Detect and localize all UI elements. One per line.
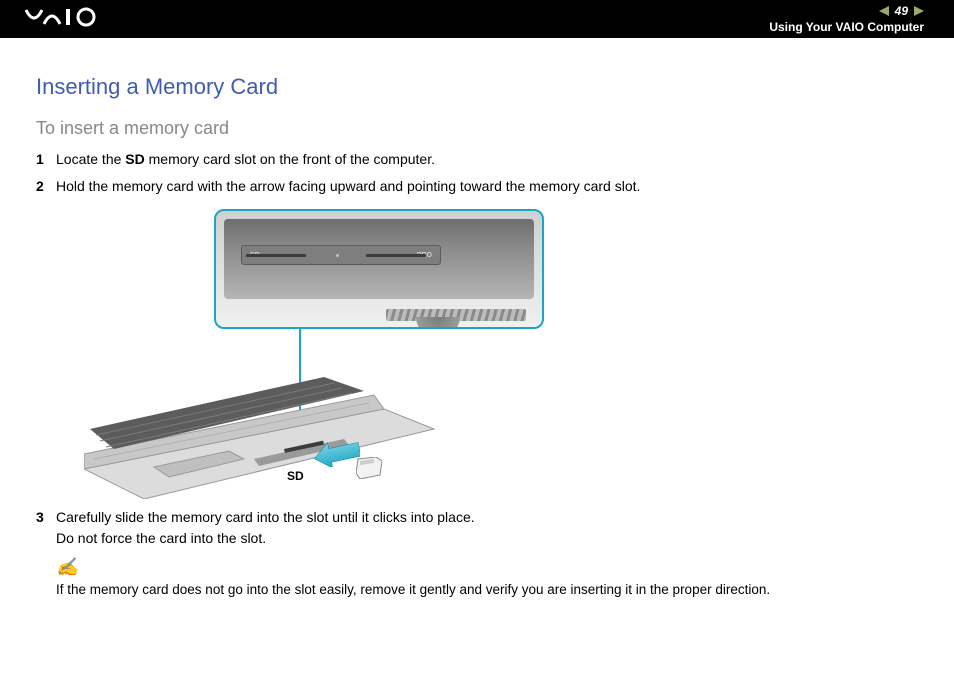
note-text: If the memory card does not go into the … xyxy=(56,580,918,600)
sd-slot-icon xyxy=(246,254,306,257)
page-nav: 49 xyxy=(879,4,924,18)
step-item: 3 Carefully slide the memory card into t… xyxy=(36,507,918,549)
step-number: 3 xyxy=(36,507,56,549)
vaio-logo xyxy=(24,6,114,33)
figure: SD PRO xyxy=(84,209,918,499)
callout-box: SD PRO xyxy=(214,209,544,329)
step-text: Carefully slide the memory card into the… xyxy=(56,507,475,549)
step-list: 1 Locate the SD memory card slot on the … xyxy=(36,149,918,197)
main-heading: Inserting a Memory Card xyxy=(36,74,918,100)
header-right: 49 Using Your VAIO Computer xyxy=(769,4,924,35)
sd-card-icon xyxy=(356,457,382,479)
nav-next-icon[interactable] xyxy=(914,6,924,16)
led-icon xyxy=(336,254,339,257)
page-number: 49 xyxy=(895,4,908,18)
sub-heading: To insert a memory card xyxy=(36,118,918,139)
step-number: 2 xyxy=(36,176,56,197)
step-item: 1 Locate the SD memory card slot on the … xyxy=(36,149,918,170)
note-icon: ✍ xyxy=(56,557,918,578)
laptop-illustration xyxy=(84,359,444,499)
nav-prev-icon[interactable] xyxy=(879,6,889,16)
step-list-continued: 3 Carefully slide the memory card into t… xyxy=(36,507,918,549)
section-name: Using Your VAIO Computer xyxy=(769,20,924,34)
front-bulge xyxy=(416,317,460,329)
sd-label: SD xyxy=(287,469,304,483)
page-content: Inserting a Memory Card To insert a memo… xyxy=(0,38,954,600)
step-number: 1 xyxy=(36,149,56,170)
step-text: Locate the SD memory card slot on the fr… xyxy=(56,149,435,170)
note-block: ✍ If the memory card does not go into th… xyxy=(56,557,918,600)
insert-arrow-icon xyxy=(314,441,360,467)
pro-slot-icon xyxy=(366,254,426,257)
step-item: 2 Hold the memory card with the arrow fa… xyxy=(36,176,918,197)
header-bar: 49 Using Your VAIO Computer xyxy=(0,0,954,38)
step-text: Hold the memory card with the arrow faci… xyxy=(56,176,640,197)
